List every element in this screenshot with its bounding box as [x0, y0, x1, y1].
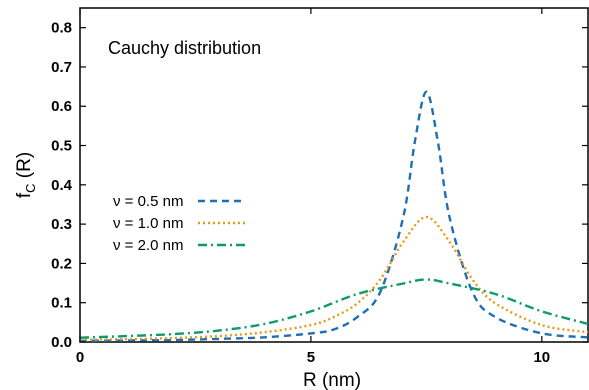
legend-label-2: ν = 1.0 nm [113, 215, 183, 232]
curves-group [79, 90, 589, 342]
y-tick-label: 0.4 [51, 177, 73, 194]
y-tick-label: 0.6 [51, 98, 72, 115]
y-axis-label: fC (R) [14, 152, 38, 198]
y-ticks-group: 0.0 0.1 0.2 0.3 0.4 0.5 0.6 0.7 0.8 [51, 20, 588, 351]
y-tick-label: 0.0 [51, 334, 72, 351]
y-tick-label: 0.3 [51, 216, 72, 233]
y-tick-label: 0.1 [51, 295, 72, 312]
series-line-3 [79, 278, 589, 339]
y-tick-label: 0.5 [51, 138, 72, 155]
legend-label-3: ν = 2.0 nm [113, 237, 183, 254]
series-line-1 [79, 90, 589, 342]
annotation-label: Cauchy distribution [108, 38, 261, 58]
y-tick-label: 0.7 [51, 59, 72, 76]
x-tick-label: 5 [307, 349, 315, 366]
series-line-2 [79, 215, 589, 341]
x-tick-label: 0 [76, 349, 84, 366]
x-ticks-group: 0 5 10 [76, 8, 550, 366]
y-tick-label: 0.8 [51, 20, 72, 37]
legend-label-1: ν = 0.5 nm [113, 193, 183, 210]
legend: ν = 0.5 nm ν = 1.0 nm ν = 2.0 nm [113, 193, 246, 254]
x-axis-label: R (nm) [303, 370, 361, 390]
x-tick-label: 10 [533, 349, 550, 366]
plot-frame [79, 7, 589, 343]
y-tick-label: 0.2 [51, 255, 72, 272]
